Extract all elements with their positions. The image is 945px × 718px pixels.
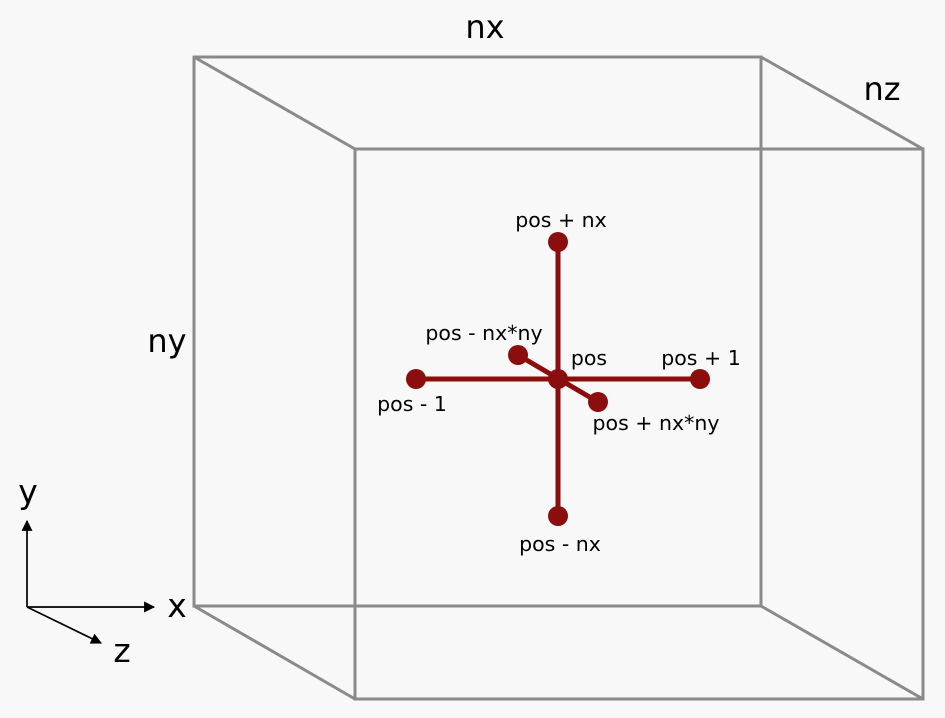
cube-edge-bottom-left xyxy=(193,604,356,701)
label-pos-plus-nxny: pos + nx*ny xyxy=(593,411,720,435)
x-axis-label: x xyxy=(167,586,187,625)
stencil xyxy=(406,232,710,526)
label-pos-minus-1: pos - 1 xyxy=(377,392,447,416)
label-pos-plus-nx: pos + nx xyxy=(515,208,607,232)
cube-front-face xyxy=(353,147,925,701)
stencil-node-center xyxy=(548,369,568,389)
stencil-node-x-minus xyxy=(406,369,426,389)
cube-edge-top-left xyxy=(193,55,356,151)
label-ny: ny xyxy=(147,322,186,360)
label-pos-minus-nxny: pos - nx*ny xyxy=(425,321,542,345)
label-pos-minus-nx: pos - nx xyxy=(519,532,601,556)
z-axis-arrow xyxy=(26,606,102,644)
stencil-node-z-plus xyxy=(588,392,608,412)
y-axis-label: y xyxy=(18,472,38,511)
stencil-node-y-plus xyxy=(548,232,568,252)
cube-edge-top-right xyxy=(760,55,924,151)
label-nx: nx xyxy=(465,8,504,46)
cube-back-face xyxy=(192,55,763,608)
stencil-node-y-minus xyxy=(548,506,568,526)
cube-wireframe xyxy=(192,55,925,701)
label-pos-plus-1: pos + 1 xyxy=(661,346,741,370)
stencil-node-z-minus xyxy=(508,345,528,365)
stencil-node-x-plus xyxy=(690,369,710,389)
label-pos: pos xyxy=(571,346,607,370)
cube-edge-bottom-right xyxy=(760,604,924,701)
label-nz: nz xyxy=(863,70,900,108)
stencil-labels: pos pos + 1 pos - 1 pos + nx pos - nx po… xyxy=(377,208,741,556)
z-axis-label: z xyxy=(113,631,130,670)
axes-triad: y x z xyxy=(18,472,187,670)
cube-dimension-labels: nx ny nz xyxy=(147,8,900,360)
